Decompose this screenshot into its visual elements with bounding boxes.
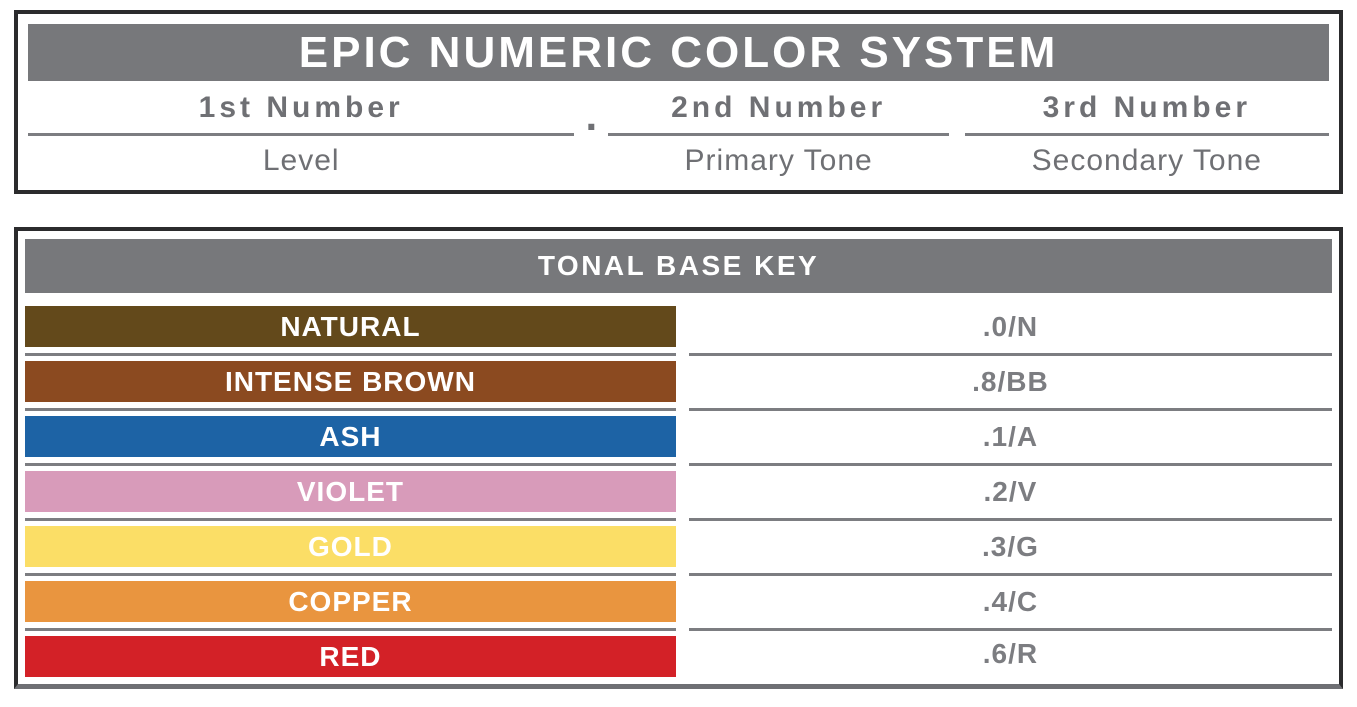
tonal-row-natural: NATURAL .0/N bbox=[25, 301, 1332, 356]
tone-swatch-red: RED bbox=[25, 636, 676, 677]
tone-code-red: .6/R bbox=[982, 638, 1039, 669]
panel-title: EPIC NUMERIC COLOR SYSTEM bbox=[28, 24, 1329, 81]
first-number-rule bbox=[28, 133, 575, 136]
tonal-base-key-panel: TONAL BASE KEY NATURAL .0/N INTENSE BROW… bbox=[14, 227, 1343, 689]
tonal-row-violet: VIOLET .2/V bbox=[25, 466, 1332, 521]
tone-code-copper: .4/C bbox=[688, 576, 1332, 631]
tone-code-violet: .2/V bbox=[688, 466, 1332, 521]
tonal-key-title: TONAL BASE KEY bbox=[25, 239, 1332, 293]
tonal-row-gold: GOLD .3/G bbox=[25, 521, 1332, 576]
numbering-guide: 1st Number . 2nd Number 3rd Number Level… bbox=[28, 91, 1329, 178]
tone-code-intense-brown: .8/BB bbox=[688, 356, 1332, 411]
third-number-rule bbox=[964, 133, 1329, 136]
tone-code-ash: .1/A bbox=[688, 411, 1332, 466]
tone-code-gold: .3/G bbox=[688, 521, 1332, 576]
tone-swatch-intense-brown: INTENSE BROWN bbox=[25, 361, 676, 402]
tone-code-natural: .0/N bbox=[688, 301, 1332, 356]
third-number-meaning: Secondary Tone bbox=[1031, 144, 1262, 177]
tonal-row-ash: ASH .1/A bbox=[25, 411, 1332, 466]
second-number-rule bbox=[608, 133, 950, 136]
first-number-heading: 1st Number bbox=[198, 91, 404, 124]
tone-swatch-violet: VIOLET bbox=[25, 471, 676, 512]
tone-swatch-gold: GOLD bbox=[25, 526, 676, 567]
tonal-row-red: RED .6/R bbox=[25, 631, 1332, 684]
color-system-panel: EPIC NUMERIC COLOR SYSTEM 1st Number . 2… bbox=[14, 10, 1343, 194]
second-number-meaning: Primary Tone bbox=[684, 144, 873, 177]
tone-swatch-ash: ASH bbox=[25, 416, 676, 457]
tone-swatch-copper: COPPER bbox=[25, 581, 676, 622]
tone-swatch-natural: NATURAL bbox=[25, 306, 676, 347]
decimal-separator: . bbox=[585, 92, 598, 139]
second-number-heading: 2nd Number bbox=[671, 91, 887, 124]
tonal-row-intense-brown: INTENSE BROWN .8/BB bbox=[25, 356, 1332, 411]
tonal-row-copper: COPPER .4/C bbox=[25, 576, 1332, 631]
first-number-meaning: Level bbox=[262, 144, 340, 177]
third-number-heading: 3rd Number bbox=[1042, 91, 1251, 124]
